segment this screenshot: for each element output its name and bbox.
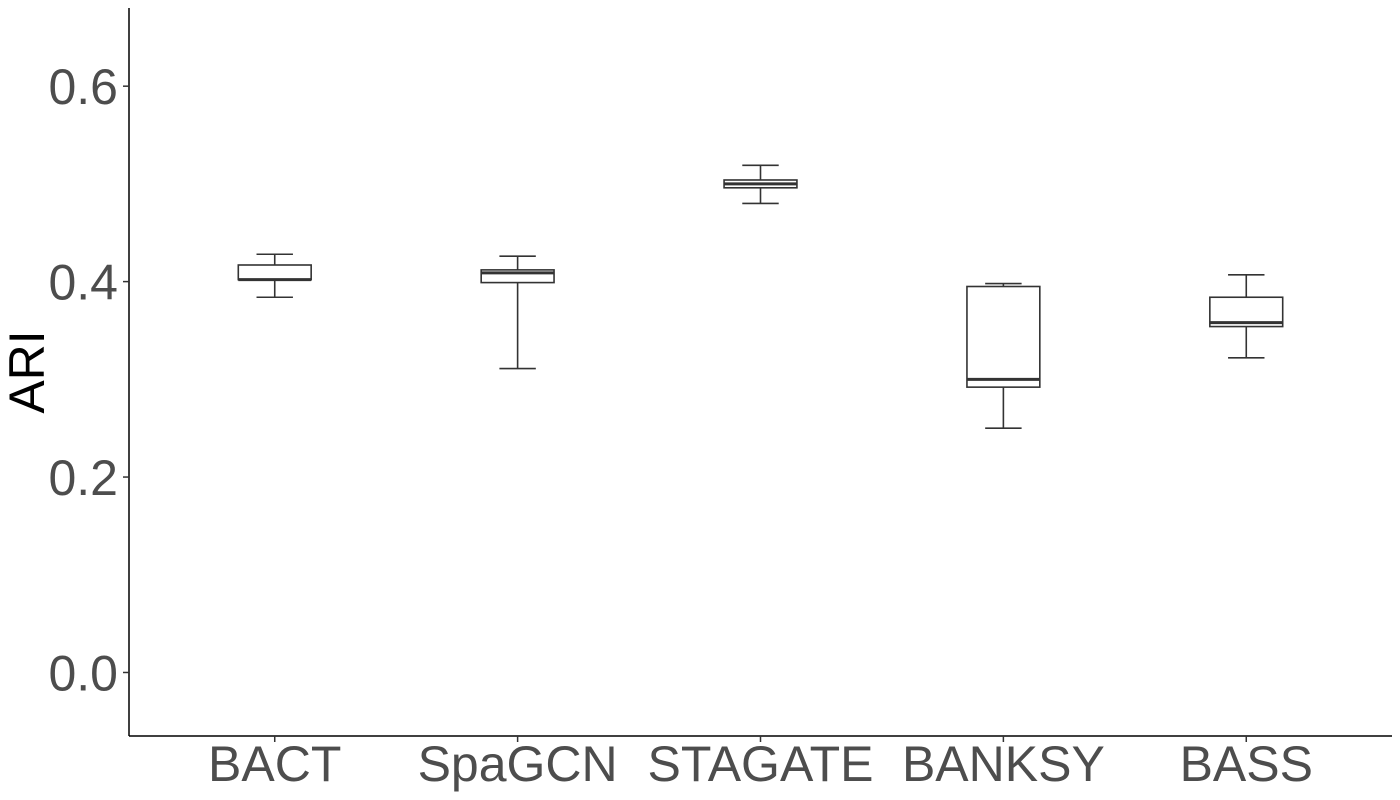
boxplot-stagate <box>723 164 798 205</box>
x-axis-ticks: BACT SpaGCN STAGATE BANKSY BASS <box>208 736 1313 792</box>
y-tick-label: 0.0 <box>48 645 118 701</box>
plot-area <box>237 164 1284 429</box>
x-tick-label: STAGATE <box>648 736 874 792</box>
x-tick-label: BASS <box>1180 736 1313 792</box>
boxplot-spagcn <box>480 255 555 370</box>
y-tick-label: 0.4 <box>48 255 118 311</box>
y-axis-ticks: 0.0 0.2 0.4 0.6 <box>48 59 129 701</box>
boxplot-bass <box>1209 273 1284 359</box>
x-tick-label: BANKSY <box>902 736 1105 792</box>
y-axis-title: ARI <box>0 330 55 413</box>
box-iqr <box>966 285 1041 388</box>
boxplot-bact <box>237 253 312 299</box>
x-tick-label: SpaGCN <box>418 736 618 792</box>
boxplot-banksy <box>966 282 1041 429</box>
y-tick-label: 0.2 <box>48 450 118 506</box>
x-tick-label: BACT <box>208 736 341 792</box>
y-tick-label: 0.6 <box>48 59 118 115</box>
box-iqr <box>237 264 312 281</box>
